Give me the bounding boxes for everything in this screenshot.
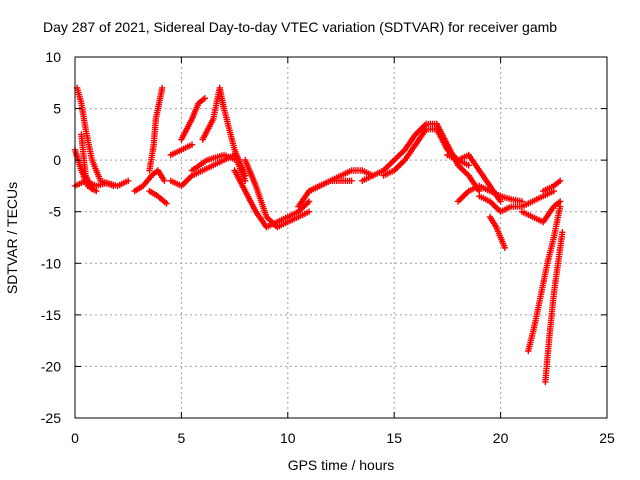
series-markers: [518, 198, 564, 226]
series-markers: [476, 187, 557, 215]
data-series: [71, 84, 566, 386]
series-markers: [146, 84, 166, 174]
x-tick-label: 5: [178, 430, 186, 446]
series-markers: [73, 84, 117, 190]
series-markers: [305, 167, 377, 195]
x-tick-label: 15: [386, 430, 402, 446]
chart-title: Day 287 of 2021, Sidereal Day-to-day VTE…: [43, 19, 557, 35]
y-tick-label: -25: [41, 410, 61, 426]
grid: [75, 57, 607, 418]
series-track-10: [178, 95, 208, 143]
y-tick-label: 10: [45, 49, 61, 65]
x-tick-label: 25: [599, 430, 615, 446]
series-markers: [380, 126, 504, 205]
series-track-12: [188, 151, 249, 184]
series-track-26: [542, 229, 566, 386]
plot-frame: [74, 56, 608, 419]
y-axis-label: SDTVAR / TECUs: [4, 182, 20, 294]
series-track-23: [518, 198, 564, 226]
y-tick-label: -5: [49, 204, 62, 220]
series-markers: [78, 131, 96, 193]
series-markers: [242, 156, 313, 231]
series-track-2: [73, 84, 117, 190]
series-markers: [231, 167, 313, 231]
series-markers: [542, 229, 566, 386]
y-tick-label: 5: [53, 101, 61, 117]
series-track-18: [380, 126, 504, 205]
series-markers: [486, 213, 509, 251]
series-track-5: [131, 167, 168, 195]
series-track-19: [444, 151, 472, 169]
x-tick-label: 20: [493, 430, 509, 446]
series-markers: [540, 177, 564, 195]
y-tick-label: -15: [41, 307, 61, 323]
series-markers: [167, 141, 196, 159]
series-markers: [444, 151, 472, 169]
y-tick-label: -10: [41, 255, 61, 271]
series-track-20: [476, 187, 557, 215]
series-markers: [146, 187, 170, 207]
y-tick-label: -20: [41, 358, 61, 374]
series-track-21: [454, 182, 526, 205]
series-track-11: [199, 84, 249, 179]
series-track-7: [146, 187, 170, 207]
series-markers: [525, 203, 564, 355]
series-markers: [131, 167, 168, 195]
series-track-22: [486, 213, 509, 251]
series-track-16: [305, 167, 377, 195]
series-markers: [454, 182, 526, 205]
series-markers: [188, 151, 249, 184]
x-tick-label: 0: [71, 430, 79, 446]
series-track-9: [167, 141, 196, 159]
series-track-6: [146, 84, 166, 174]
axis-ticks: 0 5 10 15 20 25 -25 -20 -15 -10 -5 0 5 10: [41, 49, 615, 446]
series-track-25: [525, 203, 564, 355]
y-tick-label: 0: [53, 152, 61, 168]
series-markers: [178, 95, 208, 143]
x-tick-label: 10: [280, 430, 296, 446]
series-track-14: [242, 156, 313, 231]
series-track-4: [78, 131, 96, 193]
x-axis-label: GPS time / hours: [288, 457, 395, 473]
series-track-24: [540, 177, 564, 195]
